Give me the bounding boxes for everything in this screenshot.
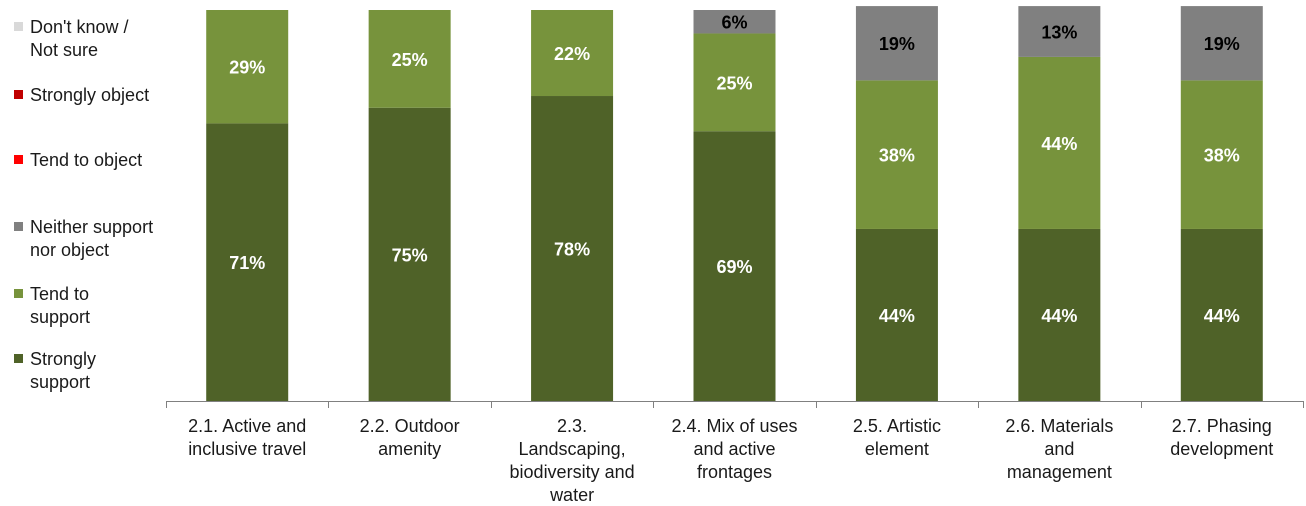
data-label-neither-support-nor-object-5: 19% bbox=[879, 34, 915, 54]
x-tick-label-line: 2.2. Outdoor bbox=[360, 416, 460, 436]
legend-swatch-dont-know bbox=[14, 22, 23, 31]
x-tick-label-line: 2.3. bbox=[557, 416, 587, 436]
legend-swatch-tend-to-support bbox=[14, 289, 23, 298]
bar-segment-strongly-support-2 bbox=[368, 107, 451, 401]
bar-segment-tend-to-support-6 bbox=[1018, 56, 1101, 229]
data-label-tend-to-support-1: 29% bbox=[229, 58, 265, 78]
legend-swatch-strongly-support bbox=[14, 354, 23, 363]
data-label-strongly-support-2: 75% bbox=[392, 245, 428, 265]
data-label-strongly-support-6: 44% bbox=[1041, 306, 1077, 326]
x-tick-label-3: 2.3. Landscaping, biodiversity and water bbox=[510, 416, 635, 505]
x-tick-label-2: 2.2. Outdoor amenity bbox=[360, 416, 460, 459]
legend: Don't know / Not sure Strongly object Te… bbox=[0, 0, 200, 400]
data-label-strongly-support-7: 44% bbox=[1204, 306, 1240, 326]
bar-segment-neither-support-nor-object-4 bbox=[693, 10, 776, 34]
data-label-strongly-support-3: 78% bbox=[554, 240, 590, 260]
legend-item-dont-know: Don't know / Not sure bbox=[14, 16, 128, 62]
x-tick-label-line: development bbox=[1170, 439, 1273, 459]
legend-item-tend-to-object: Tend to object bbox=[14, 149, 142, 172]
x-tick-label-line: 2.1. Active and bbox=[188, 416, 306, 436]
x-tick-label-line: amenity bbox=[378, 439, 441, 459]
legend-item-tend-to-support: Tend to support bbox=[14, 283, 90, 329]
legend-item-strongly-support: Strongly support bbox=[14, 348, 96, 394]
x-tick-label-line: 2.6. Materials bbox=[1005, 416, 1113, 436]
x-tick-label-line: Landscaping, bbox=[519, 439, 626, 459]
bar-segment-tend-to-support-3 bbox=[531, 10, 614, 97]
x-tick-label-line: and bbox=[1044, 439, 1074, 459]
bar-segment-strongly-support-1 bbox=[206, 123, 289, 401]
x-tick-label-7: 2.7. Phasing development bbox=[1170, 416, 1273, 459]
x-tick-label-5: 2.5. Artistic element bbox=[853, 416, 941, 459]
data-label-tend-to-support-6: 44% bbox=[1041, 134, 1077, 154]
legend-label-strongly-support: Strongly support bbox=[30, 349, 97, 392]
bar-segment-neither-support-nor-object-6 bbox=[1018, 6, 1101, 57]
data-label-tend-to-support-7: 38% bbox=[1204, 146, 1240, 166]
x-tick-label-line: biodiversity and bbox=[510, 462, 635, 482]
legend-item-strongly-object: Strongly object bbox=[14, 84, 149, 107]
x-tick-label-line: inclusive travel bbox=[188, 439, 306, 459]
legend-swatch-neither bbox=[14, 222, 23, 231]
x-tick-label-line: management bbox=[1007, 462, 1112, 482]
bar-segment-strongly-support-4 bbox=[693, 131, 776, 401]
bar-segment-tend-to-support-5 bbox=[855, 80, 938, 229]
data-label-neither-support-nor-object-4: 6% bbox=[721, 13, 747, 33]
legend-label-tend-to-object: Tend to object bbox=[30, 150, 143, 170]
data-label-strongly-support-1: 71% bbox=[229, 253, 265, 273]
bar-segment-tend-to-support-7 bbox=[1180, 80, 1263, 229]
bar-segment-neither-support-nor-object-5 bbox=[855, 6, 938, 81]
bar-segment-strongly-support-7 bbox=[1180, 228, 1263, 401]
x-tick-label-6: 2.6. Materials and management bbox=[1005, 416, 1113, 482]
data-label-neither-support-nor-object-7: 19% bbox=[1204, 34, 1240, 54]
legend-swatch-strongly-object bbox=[14, 90, 23, 99]
x-tick-label-line: frontages bbox=[697, 462, 772, 482]
data-label-tend-to-support-5: 38% bbox=[879, 146, 915, 166]
x-tick-label-4: 2.4. Mix of uses and active frontages bbox=[671, 416, 797, 482]
data-label-tend-to-support-3: 22% bbox=[554, 44, 590, 64]
bar-segment-tend-to-support-1 bbox=[206, 10, 289, 124]
bar-segment-strongly-support-3 bbox=[531, 96, 614, 402]
legend-label-tend-to-support: Tend to support bbox=[30, 284, 91, 327]
x-tick-label-line: 2.5. Artistic bbox=[853, 416, 941, 436]
data-label-tend-to-support-2: 25% bbox=[392, 50, 428, 70]
legend-label-dont-know: Don't know / Not sure bbox=[30, 17, 129, 60]
legend-item-neither: Neither support nor object bbox=[14, 216, 153, 262]
data-label-strongly-support-5: 44% bbox=[879, 306, 915, 326]
x-tick-label-line: element bbox=[865, 439, 929, 459]
legend-label-strongly-object: Strongly object bbox=[30, 85, 150, 105]
x-tick-label-line: water bbox=[549, 485, 594, 505]
data-label-tend-to-support-4: 25% bbox=[716, 73, 752, 93]
x-tick-label-line: 2.4. Mix of uses bbox=[671, 416, 797, 436]
legend-label-neither: Neither support nor object bbox=[30, 217, 154, 260]
bar-segment-tend-to-support-4 bbox=[693, 33, 776, 132]
x-tick-label-line: 2.7. Phasing bbox=[1172, 416, 1272, 436]
x-tick-label-1: 2.1. Active and inclusive travel bbox=[188, 416, 306, 459]
bar-segment-strongly-support-6 bbox=[1018, 228, 1101, 401]
data-label-neither-support-nor-object-6: 13% bbox=[1041, 23, 1077, 43]
bar-segment-neither-support-nor-object-7 bbox=[1180, 6, 1263, 81]
bar-segment-tend-to-support-2 bbox=[368, 10, 451, 108]
x-tick-label-line: and active bbox=[693, 439, 775, 459]
data-label-strongly-support-4: 69% bbox=[716, 257, 752, 277]
legend-swatch-tend-to-object bbox=[14, 155, 23, 164]
bar-segment-strongly-support-5 bbox=[855, 228, 938, 401]
